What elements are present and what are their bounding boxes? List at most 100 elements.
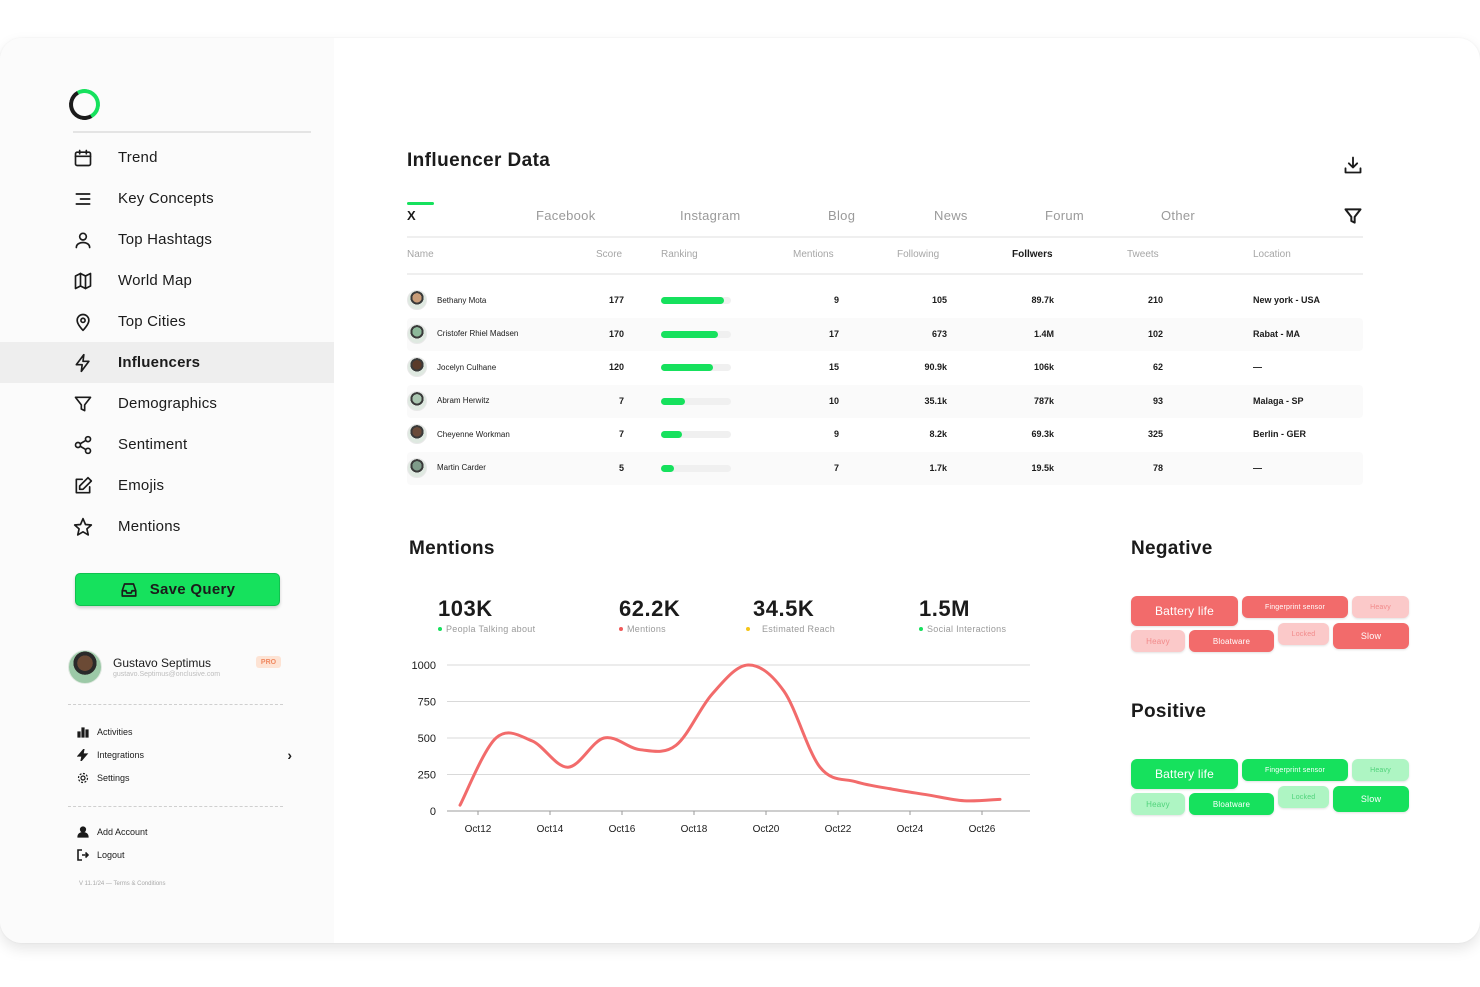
- negative-tag[interactable]: Bloatware: [1189, 630, 1274, 652]
- filter-icon: [72, 393, 94, 415]
- table-row[interactable]: Jocelyn Culhane 120 15 90.9k 106k 62 —: [407, 351, 1363, 385]
- user-email: gustavo.Septimus@onclusive.com: [113, 671, 221, 678]
- table-row[interactable]: Abram Herwitz 7 10 35.1k 787k 93 Malaga …: [407, 384, 1363, 418]
- sidebar-item-trend[interactable]: Trend: [0, 137, 334, 178]
- logout-label: Logout: [97, 849, 125, 860]
- positive-tag[interactable]: Bloatware: [1189, 793, 1274, 815]
- y-tick-label: 0: [430, 806, 436, 818]
- account-nav: Add Account Logout: [77, 820, 297, 866]
- col-location[interactable]: Location: [1253, 249, 1291, 260]
- followers-value: 1.4M: [1033, 328, 1054, 339]
- sidebar-item-label: Trend: [118, 149, 158, 166]
- sidebar-item-label: Emojis: [118, 477, 165, 494]
- col-following[interactable]: Following: [897, 249, 940, 260]
- sidebar-item-top-cities[interactable]: Top Cities: [0, 301, 334, 342]
- mentions-line-chart: 0 250 500 750 1000 Oct12 Oct14 Oct16 Oct18 Oct20 O…: [412, 660, 1030, 835]
- tab-blog[interactable]: Blog: [828, 208, 856, 223]
- positive-tag[interactable]: Heavy: [1131, 793, 1185, 815]
- activities-link[interactable]: Activities: [77, 720, 297, 743]
- logout-link[interactable]: Logout: [77, 843, 297, 866]
- table-row[interactable]: Cheyenne Workman 7 9 8.2k 69.3k 325 Berl…: [407, 418, 1363, 452]
- avatar: [407, 424, 427, 444]
- tab-forum[interactable]: Forum: [1045, 208, 1085, 223]
- negative-tag[interactable]: Heavy: [1352, 596, 1409, 618]
- ranking-bar: [661, 397, 731, 405]
- sidebar-item-label: Influencers: [118, 354, 201, 371]
- tab-x[interactable]: X: [407, 208, 416, 223]
- sidebar-item-world-map[interactable]: World Map: [0, 260, 334, 301]
- location-value: Rabat - MA: [1253, 328, 1300, 339]
- influencer-name: Cheyenne Workman: [437, 429, 510, 439]
- tweets-value: 325: [1147, 429, 1163, 439]
- user-profile[interactable]: Gustavo Septimus gustavo.Septimus@onclus…: [68, 650, 288, 686]
- sidebar-item-emojis[interactable]: Emojis: [0, 465, 334, 506]
- sidebar-item-demographics[interactable]: Demographics: [0, 383, 334, 424]
- col-tweets[interactable]: Tweets: [1127, 249, 1159, 260]
- negative-tag[interactable]: Locked: [1278, 623, 1329, 645]
- table-row[interactable]: Cristofer Rhiel Madsen 170 17 673 1.4M 1…: [407, 317, 1363, 351]
- chevron-right-icon[interactable]: ›: [287, 747, 292, 763]
- tweets-value: 210: [1147, 295, 1163, 305]
- negative-tag[interactable]: Slow: [1333, 623, 1409, 649]
- tab-facebook[interactable]: Facebook: [536, 208, 596, 223]
- sidebar-item-label: Demographics: [118, 395, 218, 412]
- col-ranking[interactable]: Ranking: [661, 249, 698, 260]
- version-text[interactable]: V 11.1/24 — Terms & Conditions: [79, 881, 166, 887]
- score-value: 7: [618, 395, 624, 406]
- negative-tag[interactable]: Heavy: [1131, 630, 1185, 652]
- download-icon[interactable]: [1343, 155, 1363, 175]
- ranking-bar-fill: [661, 330, 719, 338]
- stat-label-text: Mentions: [627, 624, 666, 634]
- inbox-icon: [121, 582, 137, 597]
- tweets-value: 78: [1152, 462, 1163, 473]
- x-tick-label: Oct12: [465, 824, 492, 835]
- stat-label-text: Estimated Reach: [762, 624, 836, 634]
- stat-value: 34.5K: [753, 596, 815, 621]
- col-name[interactable]: Name: [407, 249, 434, 260]
- add-account-link[interactable]: Add Account: [77, 820, 297, 843]
- sidebar-item-label: Top Hashtags: [118, 231, 213, 248]
- ranking-bar: [661, 464, 731, 472]
- negative-tag[interactable]: Battery life: [1131, 596, 1238, 626]
- gear-icon: [77, 772, 89, 783]
- integrations-link[interactable]: Integrations ›: [77, 743, 297, 766]
- filter-icon[interactable]: [1343, 206, 1363, 226]
- col-followers[interactable]: Follwers: [1012, 249, 1053, 260]
- stat-label: Peopla Talking about: [438, 624, 535, 634]
- positive-tag[interactable]: Fingerprint sensor: [1242, 759, 1348, 781]
- mentions-series-line: [458, 663, 1002, 807]
- positive-tag[interactable]: Battery life: [1131, 759, 1238, 789]
- x-tick-label: Oct18: [681, 824, 708, 835]
- tab-other[interactable]: Other: [1161, 208, 1196, 223]
- save-query-button[interactable]: Save Query: [75, 573, 280, 606]
- influencer-table: Bethany Mota 177 9 105 89.7k 210 New yor…: [407, 284, 1363, 485]
- share-icon: [72, 434, 94, 456]
- location-value: —: [1253, 362, 1262, 372]
- col-score[interactable]: Score: [596, 249, 623, 260]
- positive-tag[interactable]: Slow: [1333, 786, 1409, 812]
- active-tab-indicator: [407, 202, 434, 205]
- positive-tag[interactable]: Heavy: [1352, 759, 1409, 781]
- col-mentions[interactable]: Mentions: [793, 249, 834, 260]
- sidebar-item-sentiment[interactable]: Sentiment: [0, 424, 334, 465]
- sidebar-item-top-hashtags[interactable]: Top Hashtags: [0, 219, 334, 260]
- bolt-icon: [72, 352, 94, 374]
- sidebar-item-mentions[interactable]: Mentions: [0, 506, 334, 547]
- tab-instagram[interactable]: Instagram: [680, 208, 741, 223]
- positive-tag[interactable]: Locked: [1278, 786, 1329, 808]
- settings-link[interactable]: Settings: [77, 766, 297, 789]
- sidebar-item-key-concepts[interactable]: Key Concepts: [0, 178, 334, 219]
- score-value: 7: [618, 429, 624, 439]
- influencer-name: Bethany Mota: [437, 295, 487, 305]
- stat-value: 62.2K: [619, 596, 681, 621]
- stat-people-talking: 103K Peopla Talking about: [438, 596, 535, 634]
- table-row[interactable]: Martin Carder 5 7 1.7k 19.5k 78 —: [407, 451, 1363, 485]
- tab-news[interactable]: News: [934, 208, 968, 223]
- secondary-nav: Activities Integrations › Settings: [77, 720, 297, 789]
- table-row[interactable]: Bethany Mota 177 9 105 89.7k 210 New yor…: [407, 284, 1363, 318]
- activities-label: Activities: [97, 726, 133, 737]
- stat-label: Estimated Reach: [746, 624, 835, 634]
- stat-social-interactions: 1.5M Social Interactions: [919, 596, 1006, 634]
- negative-tag[interactable]: Fingerprint sensor: [1242, 596, 1348, 618]
- sidebar-item-influencers[interactable]: Influencers: [0, 342, 334, 383]
